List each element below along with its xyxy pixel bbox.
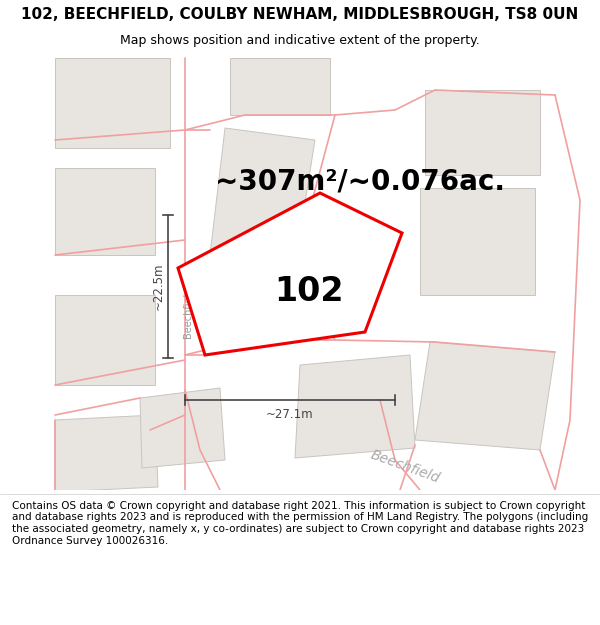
Polygon shape [425,90,540,175]
Text: 102: 102 [274,275,344,308]
Polygon shape [55,415,158,492]
Text: Map shows position and indicative extent of the property.: Map shows position and indicative extent… [120,34,480,47]
Polygon shape [55,295,155,385]
Polygon shape [178,193,402,355]
Polygon shape [55,58,170,148]
Polygon shape [420,188,535,295]
Polygon shape [210,128,315,265]
Polygon shape [230,58,330,115]
Text: ~307m²/~0.076ac.: ~307m²/~0.076ac. [215,168,505,196]
Text: ~22.5m: ~22.5m [151,262,164,310]
Text: ~27.1m: ~27.1m [266,408,314,421]
Polygon shape [415,342,555,450]
Text: Beechfield: Beechfield [368,448,442,486]
Text: Contains OS data © Crown copyright and database right 2021. This information is : Contains OS data © Crown copyright and d… [12,501,588,546]
Polygon shape [140,388,225,468]
Polygon shape [295,355,415,458]
Text: 102, BEECHFIELD, COULBY NEWHAM, MIDDLESBROUGH, TS8 0UN: 102, BEECHFIELD, COULBY NEWHAM, MIDDLESB… [22,7,578,22]
Polygon shape [55,168,155,255]
Text: Beechfield: Beechfield [183,286,193,338]
